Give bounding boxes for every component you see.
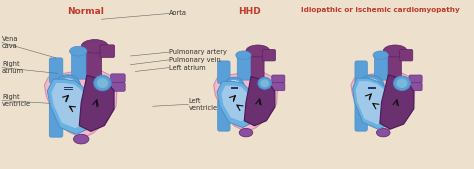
FancyBboxPatch shape	[218, 100, 230, 131]
Ellipse shape	[227, 80, 241, 93]
Polygon shape	[214, 71, 277, 132]
Polygon shape	[221, 86, 252, 121]
FancyBboxPatch shape	[100, 45, 115, 57]
FancyBboxPatch shape	[374, 54, 388, 80]
FancyBboxPatch shape	[84, 44, 101, 79]
Ellipse shape	[55, 75, 81, 99]
Text: Left
ventricle: Left ventricle	[189, 98, 218, 111]
FancyBboxPatch shape	[49, 58, 63, 83]
Polygon shape	[51, 83, 89, 128]
Text: Left atrium: Left atrium	[169, 65, 206, 71]
FancyBboxPatch shape	[110, 74, 125, 83]
Ellipse shape	[258, 77, 272, 89]
FancyBboxPatch shape	[248, 49, 264, 80]
Ellipse shape	[393, 76, 410, 91]
Text: Pulmonary vein: Pulmonary vein	[169, 57, 221, 63]
Polygon shape	[351, 71, 415, 132]
Polygon shape	[353, 78, 395, 129]
Ellipse shape	[362, 78, 381, 95]
Ellipse shape	[396, 79, 408, 88]
Polygon shape	[380, 75, 414, 129]
Text: HHD: HHD	[238, 7, 261, 16]
Ellipse shape	[236, 51, 251, 59]
FancyBboxPatch shape	[400, 50, 413, 61]
Ellipse shape	[239, 128, 253, 137]
FancyBboxPatch shape	[110, 83, 125, 91]
Polygon shape	[47, 79, 93, 134]
Text: Right
atrium: Right atrium	[2, 61, 24, 74]
Polygon shape	[244, 77, 275, 126]
Ellipse shape	[73, 134, 89, 144]
FancyBboxPatch shape	[272, 75, 285, 83]
Ellipse shape	[376, 128, 390, 137]
FancyBboxPatch shape	[272, 83, 285, 91]
Polygon shape	[356, 81, 392, 125]
Polygon shape	[217, 82, 256, 128]
FancyBboxPatch shape	[263, 50, 275, 61]
Text: Normal: Normal	[67, 7, 103, 16]
FancyBboxPatch shape	[237, 54, 250, 80]
Ellipse shape	[70, 46, 87, 56]
Ellipse shape	[260, 79, 269, 87]
Text: Idiopathic or ischemic cardiomyopathy: Idiopathic or ischemic cardiomyopathy	[301, 7, 459, 13]
FancyBboxPatch shape	[218, 61, 230, 83]
Text: Right
ventricle: Right ventricle	[2, 94, 31, 107]
FancyBboxPatch shape	[355, 61, 367, 83]
Polygon shape	[45, 69, 117, 138]
Ellipse shape	[58, 78, 77, 96]
FancyBboxPatch shape	[72, 50, 86, 79]
Ellipse shape	[246, 45, 270, 57]
Text: Aorta: Aorta	[169, 10, 187, 16]
FancyBboxPatch shape	[409, 83, 422, 91]
Ellipse shape	[383, 45, 407, 57]
Ellipse shape	[94, 75, 111, 91]
Ellipse shape	[97, 78, 108, 88]
Text: Vena
cava: Vena cava	[2, 36, 18, 49]
Ellipse shape	[224, 77, 244, 96]
Text: Pulmonary artery: Pulmonary artery	[169, 49, 227, 55]
Ellipse shape	[373, 51, 388, 59]
FancyBboxPatch shape	[49, 102, 63, 137]
FancyBboxPatch shape	[355, 100, 367, 131]
Ellipse shape	[81, 40, 108, 53]
Polygon shape	[79, 75, 114, 131]
Ellipse shape	[358, 75, 384, 98]
FancyBboxPatch shape	[385, 49, 401, 80]
FancyBboxPatch shape	[409, 75, 422, 83]
